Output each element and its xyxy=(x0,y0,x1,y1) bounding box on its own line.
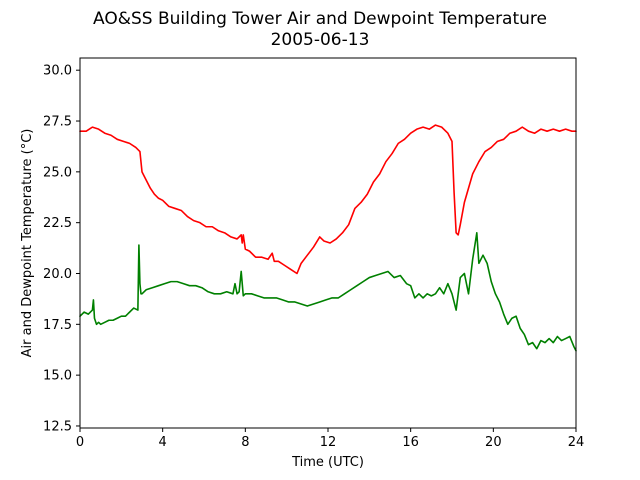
y-tick-label: 22.5 xyxy=(43,216,72,231)
x-tick-label: 24 xyxy=(568,435,585,450)
x-tick-label: 12 xyxy=(320,435,337,450)
x-tick-label: 20 xyxy=(485,435,502,450)
y-tick-label: 17.5 xyxy=(43,318,72,333)
y-axis: 12.5 15.0 17.5 20.0 22.5 25.0 27.5 30.0 xyxy=(43,64,80,434)
x-axis: 0 4 8 12 16 20 24 xyxy=(76,428,584,450)
x-tick-label: 16 xyxy=(402,435,419,450)
y-tick-label: 12.5 xyxy=(43,419,72,434)
series-line-2 xyxy=(79,232,577,352)
x-tick-label: 4 xyxy=(159,435,167,450)
series-line-1 xyxy=(79,124,577,275)
y-axis-label: Air and Dewpoint Temperature (°C) xyxy=(20,129,35,358)
y-tick-label: 15.0 xyxy=(43,369,72,384)
y-tick-label: 30.0 xyxy=(43,64,72,79)
x-tick-label: 0 xyxy=(76,435,84,450)
series-layer xyxy=(79,124,577,352)
x-axis-label: Time (UTC) xyxy=(291,455,364,470)
y-tick-label: 27.5 xyxy=(43,115,72,130)
y-tick-label: 20.0 xyxy=(43,267,72,282)
chart-subtitle: 2005-06-13 xyxy=(271,30,370,50)
x-tick-label: 8 xyxy=(241,435,249,450)
y-tick-label: 25.0 xyxy=(43,165,72,180)
chart-title: AO&SS Building Tower Air and Dewpoint Te… xyxy=(93,9,547,29)
